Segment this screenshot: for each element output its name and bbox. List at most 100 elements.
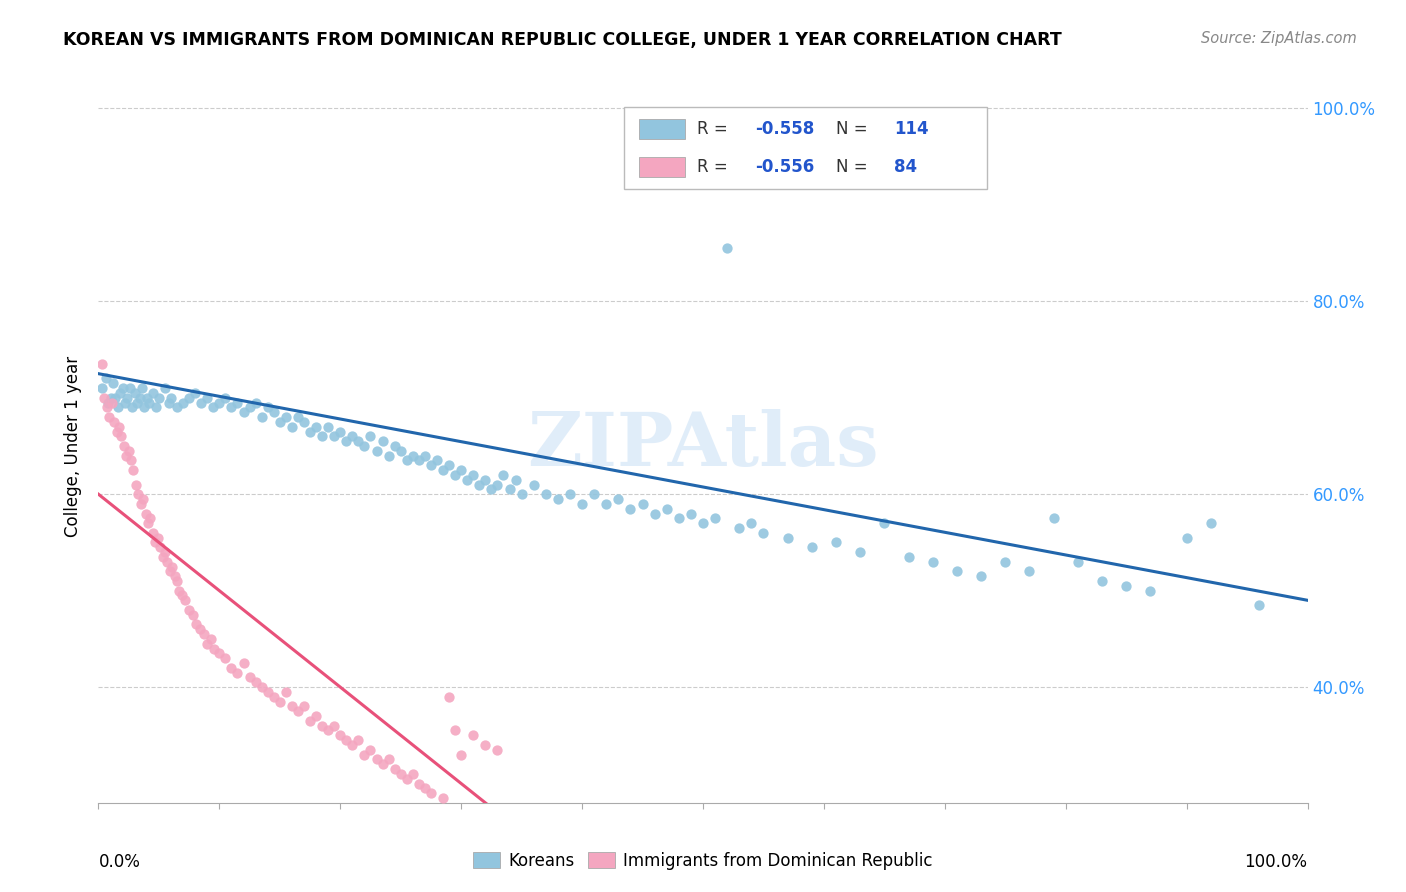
Point bbox=[481, 483, 503, 497]
Point bbox=[143, 535, 166, 549]
Point bbox=[329, 425, 352, 439]
Text: -0.558: -0.558 bbox=[755, 120, 814, 138]
Point bbox=[534, 487, 557, 501]
Point bbox=[160, 559, 183, 574]
Text: -0.556: -0.556 bbox=[755, 158, 814, 176]
Point bbox=[311, 719, 333, 733]
Point bbox=[335, 434, 357, 449]
Point bbox=[716, 241, 738, 255]
Point bbox=[619, 501, 641, 516]
Point bbox=[450, 463, 472, 477]
Point bbox=[239, 670, 262, 684]
Point bbox=[208, 395, 231, 409]
Point bbox=[245, 395, 267, 409]
Point bbox=[97, 395, 120, 409]
Point bbox=[371, 757, 394, 772]
Point bbox=[408, 453, 430, 467]
Point bbox=[360, 429, 382, 443]
Point bbox=[740, 516, 762, 530]
Point bbox=[655, 501, 678, 516]
Point bbox=[118, 381, 141, 395]
Point bbox=[1067, 555, 1090, 569]
Point bbox=[450, 747, 472, 762]
Point bbox=[420, 786, 443, 800]
Point bbox=[644, 507, 666, 521]
Point bbox=[135, 391, 157, 405]
Point bbox=[226, 395, 249, 409]
Point bbox=[112, 439, 135, 453]
Point bbox=[607, 491, 630, 506]
Point bbox=[136, 516, 159, 530]
Point bbox=[127, 395, 149, 409]
Point bbox=[371, 434, 394, 449]
Point bbox=[127, 487, 149, 501]
Point bbox=[190, 395, 212, 409]
Point bbox=[184, 386, 207, 401]
Point bbox=[408, 776, 430, 790]
Point bbox=[728, 521, 751, 535]
Point bbox=[679, 507, 702, 521]
Point bbox=[347, 434, 370, 449]
Point bbox=[323, 429, 346, 443]
Point bbox=[186, 617, 208, 632]
Point bbox=[377, 449, 399, 463]
Point bbox=[157, 395, 180, 409]
Point bbox=[402, 767, 425, 781]
Point bbox=[366, 752, 388, 766]
Point bbox=[232, 405, 254, 419]
Point bbox=[395, 772, 418, 786]
Point bbox=[287, 704, 309, 718]
Point bbox=[377, 752, 399, 766]
Point bbox=[316, 723, 339, 738]
Point bbox=[103, 415, 125, 429]
Point bbox=[256, 685, 278, 699]
Point bbox=[402, 449, 425, 463]
Point bbox=[195, 391, 218, 405]
Point bbox=[163, 569, 186, 583]
Point bbox=[752, 525, 775, 540]
Point bbox=[510, 487, 533, 501]
Point bbox=[347, 733, 370, 747]
Point bbox=[492, 467, 515, 482]
Point bbox=[692, 516, 714, 530]
Point bbox=[281, 699, 304, 714]
Point bbox=[153, 381, 176, 395]
Point bbox=[129, 497, 152, 511]
Text: KOREAN VS IMMIGRANTS FROM DOMINICAN REPUBLIC COLLEGE, UNDER 1 YEAR CORRELATION C: KOREAN VS IMMIGRANTS FROM DOMINICAN REPU… bbox=[63, 31, 1062, 49]
Point bbox=[152, 549, 174, 564]
Point bbox=[193, 627, 215, 641]
FancyBboxPatch shape bbox=[624, 107, 987, 189]
Point bbox=[437, 458, 460, 473]
Point bbox=[115, 449, 138, 463]
Point bbox=[156, 555, 179, 569]
Point bbox=[292, 699, 315, 714]
Point bbox=[468, 477, 491, 491]
Text: N =: N = bbox=[837, 158, 873, 176]
Point bbox=[668, 511, 690, 525]
Point bbox=[214, 651, 236, 665]
Point bbox=[118, 443, 141, 458]
Point bbox=[108, 419, 131, 434]
Point bbox=[463, 728, 485, 742]
Point bbox=[486, 743, 509, 757]
Point bbox=[921, 555, 943, 569]
Point bbox=[250, 410, 273, 425]
Text: R =: R = bbox=[697, 120, 733, 138]
Point bbox=[179, 603, 201, 617]
Point bbox=[124, 386, 146, 401]
Point bbox=[159, 565, 181, 579]
Point bbox=[121, 401, 143, 415]
Point bbox=[384, 439, 406, 453]
Point bbox=[169, 583, 191, 598]
Point bbox=[204, 641, 226, 656]
Point bbox=[1175, 531, 1198, 545]
Point bbox=[547, 491, 569, 506]
Point bbox=[456, 473, 478, 487]
Point bbox=[305, 709, 328, 723]
Point bbox=[704, 511, 727, 525]
Point bbox=[437, 690, 460, 704]
Point bbox=[108, 386, 131, 401]
Point bbox=[160, 391, 183, 405]
FancyBboxPatch shape bbox=[638, 157, 685, 177]
Point bbox=[132, 491, 155, 506]
